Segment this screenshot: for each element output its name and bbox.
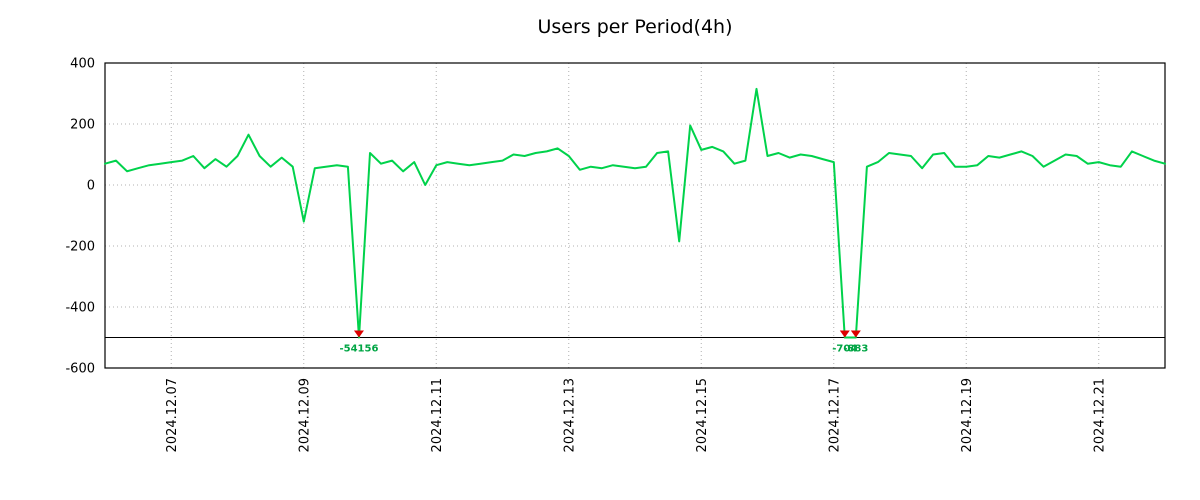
annotation-label: -54156 [339, 344, 378, 355]
annotation-label: -883 [843, 344, 868, 355]
x-tick-label: 2024.12.15 [695, 378, 710, 452]
series-line [104, 87, 1166, 339]
plot-border [104, 62, 1166, 369]
clipped-spike-marker-icon [850, 330, 861, 338]
y-tick-label: -400 [65, 301, 95, 316]
y-tick-label: 400 [70, 57, 95, 72]
y-tick-label: -600 [65, 362, 95, 377]
chart-title: Users per Period(4h) [537, 16, 733, 38]
y-tick-label: -200 [65, 240, 95, 255]
y-tick-label: 0 [87, 179, 95, 194]
y-tick-label: 200 [70, 118, 95, 133]
x-tick-label: 2024.12.11 [430, 378, 445, 452]
x-tick-label: 2024.12.17 [827, 378, 842, 452]
x-tick-label: 2024.12.21 [1092, 378, 1107, 452]
clipped-spike-marker-icon [353, 330, 364, 338]
annotation-label: -704 [832, 344, 857, 355]
x-tick-label: 2024.12.07 [165, 378, 180, 452]
clipped-spike-marker-icon [839, 330, 850, 338]
x-tick-label: 2024.12.13 [562, 378, 577, 452]
x-tick-label: 2024.12.09 [297, 378, 312, 452]
x-tick-label: 2024.12.19 [960, 378, 975, 452]
